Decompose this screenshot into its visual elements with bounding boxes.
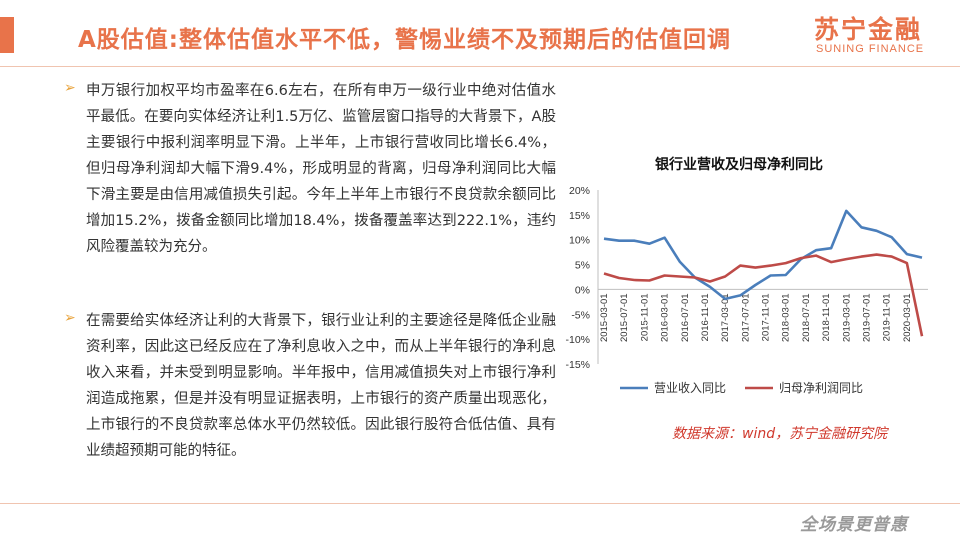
x-tick-label: 2017-11-01 (761, 293, 772, 341)
y-tick-label: -5% (571, 309, 590, 321)
title-accent-bar (0, 17, 14, 53)
x-tick-label: 2017-03-01 (720, 293, 731, 342)
x-tick-label: 2020-03-01 (902, 293, 913, 342)
x-tick-label: 2018-03-01 (781, 293, 792, 342)
x-tick-label: 2015-07-01 (619, 293, 630, 342)
y-tick-label: 20% (569, 185, 590, 197)
line-chart: 20% 15% 10% 5% 0% -5% -10% -15% 2015-03-01 2015-0… (565, 185, 928, 395)
y-tick-label: -15% (565, 359, 590, 371)
footer-divider (0, 503, 960, 504)
chart-title: 银行业营收及归母净利同比 (655, 157, 823, 173)
legend-label: 归母净利润同比 (779, 381, 863, 395)
data-source-note: 数据来源：wind，苏宁金融研究院 (672, 426, 888, 442)
x-tick-label: 2018-07-01 (801, 293, 812, 342)
bullet-text: 申万银行加权平均市盈率在6.6左右，在所有申万一级行业中绝对估值水平最低。在要向… (86, 83, 556, 255)
y-tick-label: 10% (569, 235, 590, 247)
x-tick-label: 2016-07-01 (680, 293, 691, 342)
bullet-text: 在需要给实体经济让利的大背景下，银行业让利的主要途径是降低企业融资利率，因此这已… (86, 313, 556, 459)
y-tick-label: 0% (575, 284, 590, 296)
x-tick-label: 2019-07-01 (861, 293, 872, 342)
arrow-bullet-icon: ➢ (64, 310, 76, 326)
title-divider (0, 66, 960, 67)
x-tick-label: 2015-11-01 (639, 293, 650, 341)
x-tick-label: 2017-07-01 (740, 293, 751, 342)
x-tick-label: 2019-11-01 (882, 293, 893, 341)
y-tick-label: -10% (565, 334, 590, 346)
series-line (603, 253, 924, 337)
footer-slogan: 全场景更普惠 (800, 515, 908, 535)
legend-label: 营业收入同比 (654, 381, 726, 395)
page-title: A股估值:整体估值水平不低，警惕业绩不及预期后的估值回调 (78, 27, 731, 53)
arrow-bullet-icon: ➢ (64, 80, 76, 96)
x-tick-label: 2019-03-01 (841, 293, 852, 342)
logo-chinese-text: 苏宁金融 (814, 15, 923, 44)
y-tick-label: 15% (569, 210, 590, 222)
title-bar: A股估值:整体估值水平不低，警惕业绩不及预期后的估值回调 (0, 0, 960, 70)
logo-english-text: SUNING FINANCE (816, 43, 925, 55)
y-tick-label: 5% (575, 260, 590, 272)
x-tick-label: 2018-11-01 (821, 293, 832, 341)
series-line (603, 209, 923, 301)
x-tick-label: 2016-03-01 (660, 293, 671, 342)
x-tick-label: 2015-03-01 (599, 293, 610, 342)
x-tick-label: 2016-11-01 (700, 293, 711, 341)
suning-finance-logo: 苏宁金融 SUNING FINANCE (808, 10, 938, 62)
